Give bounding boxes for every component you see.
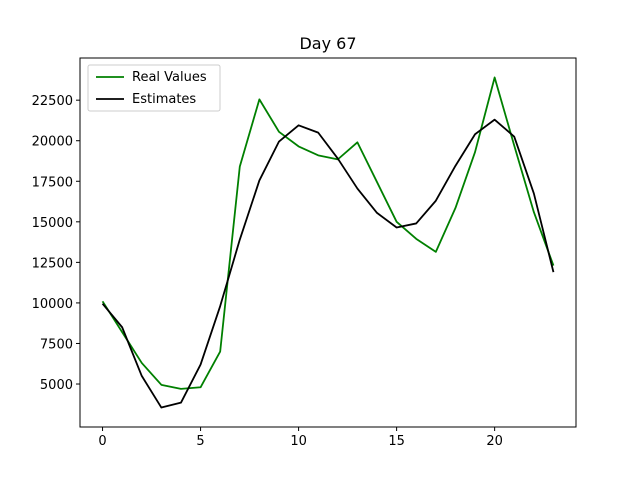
chart-title: Day 67 [299,34,356,53]
series-line-real-values [101,76,555,390]
series-line-estimates [101,118,555,409]
x-tick-label: 15 [388,434,405,449]
y-tick-label: 20000 [32,135,73,150]
x-tick-label: 0 [98,434,106,449]
y-axis: 5000 7500 10000 12500 15000 17500 20000 22500 [32,94,80,393]
legend: Real Values Estimates [87,64,221,112]
y-tick-label: 22500 [32,94,73,109]
plot-frame [79,57,577,428]
y-tick-label: 17500 [32,175,73,190]
y-tick-label: 15000 [32,216,73,231]
x-axis: 0 5 10 15 20 [98,427,503,449]
y-tick-label: 7500 [40,337,73,352]
legend-label: Estimates [132,92,196,107]
legend-label: Real Values [132,70,207,85]
y-tick-label: 5000 [40,378,73,393]
x-tick-label: 20 [486,434,503,449]
y-tick-label: 12500 [32,256,73,271]
y-tick-label: 10000 [32,297,73,312]
series-layer [101,76,555,409]
x-tick-label: 5 [196,434,204,449]
x-tick-label: 10 [290,434,307,449]
